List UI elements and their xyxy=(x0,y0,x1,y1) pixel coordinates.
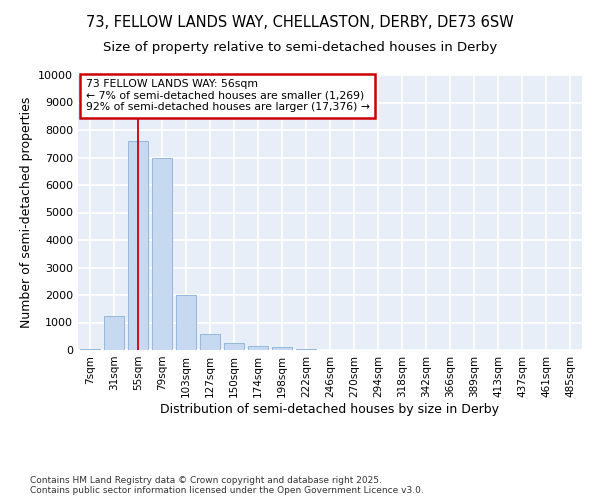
Bar xyxy=(80,348,100,350)
Bar xyxy=(296,348,316,350)
Y-axis label: Number of semi-detached properties: Number of semi-detached properties xyxy=(20,97,32,328)
Bar xyxy=(176,295,196,350)
Bar xyxy=(104,316,124,350)
Text: Size of property relative to semi-detached houses in Derby: Size of property relative to semi-detach… xyxy=(103,41,497,54)
X-axis label: Distribution of semi-detached houses by size in Derby: Distribution of semi-detached houses by … xyxy=(161,402,499,415)
Bar xyxy=(272,348,292,350)
Bar xyxy=(248,346,268,350)
Bar xyxy=(128,141,148,350)
Text: Contains HM Land Registry data © Crown copyright and database right 2025.
Contai: Contains HM Land Registry data © Crown c… xyxy=(30,476,424,495)
Bar xyxy=(224,343,244,350)
Bar xyxy=(200,334,220,350)
Text: 73 FELLOW LANDS WAY: 56sqm
← 7% of semi-detached houses are smaller (1,269)
92% : 73 FELLOW LANDS WAY: 56sqm ← 7% of semi-… xyxy=(86,79,370,112)
Text: 73, FELLOW LANDS WAY, CHELLASTON, DERBY, DE73 6SW: 73, FELLOW LANDS WAY, CHELLASTON, DERBY,… xyxy=(86,15,514,30)
Bar xyxy=(152,158,172,350)
